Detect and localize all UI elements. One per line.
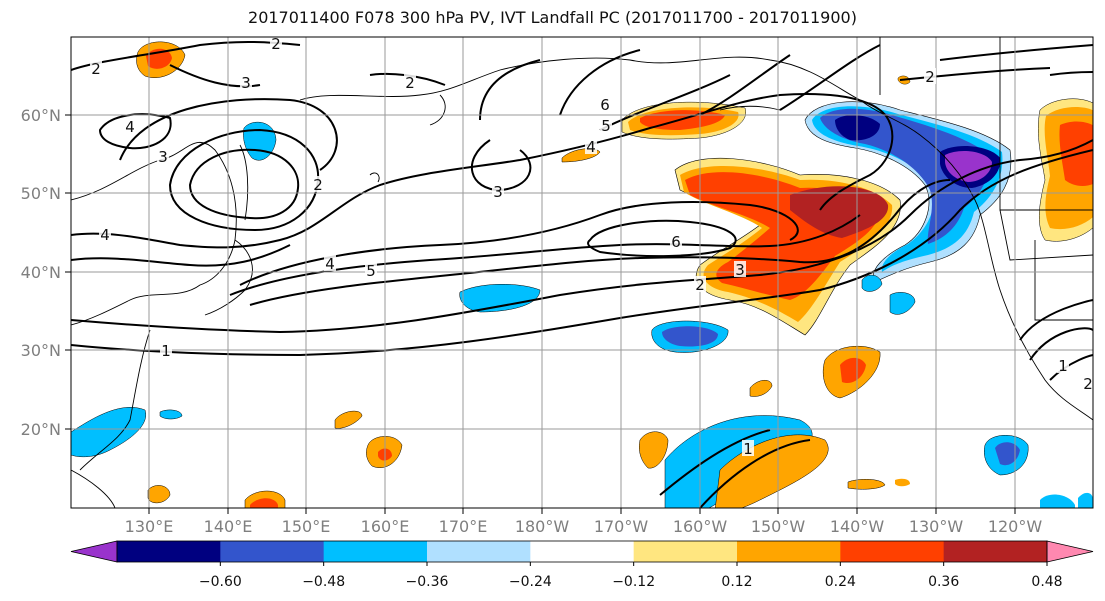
lon-label: 130°E <box>125 517 174 536</box>
lat-label: 50°N <box>21 184 61 203</box>
colorbar-tick-label: −0.48 <box>302 574 345 590</box>
colorbar-band <box>530 541 635 562</box>
lat-label: 60°N <box>21 106 61 125</box>
contour-label-bg <box>90 60 102 76</box>
contour-label-bg <box>240 74 252 90</box>
lon-label: 140°W <box>830 517 885 536</box>
lon-label: 140°E <box>204 517 253 536</box>
contour-label-bg <box>670 233 682 249</box>
lon-label: 120°W <box>988 517 1043 536</box>
contour-label-bg <box>324 255 336 271</box>
contour-label: 2 <box>405 74 415 92</box>
lon-label: 170°E <box>439 517 488 536</box>
contour-label-bg <box>734 261 746 277</box>
contour-label-bg <box>694 276 706 292</box>
contour-label-bg <box>1057 357 1069 373</box>
lon-label: 150°W <box>751 517 806 536</box>
colorbar-ticks: −0.60 −0.48 −0.36 −0.24 −0.12 0.12 0.24 0.36 0.4… <box>199 562 1063 590</box>
lat-label: 30°N <box>21 341 61 360</box>
contour-label: 3 <box>158 148 168 166</box>
colorbar-band <box>633 541 738 562</box>
contour-label: 2 <box>1083 375 1093 393</box>
colorbar-tick-label: 0.48 <box>1031 574 1062 590</box>
colorbar-tick-label: 0.36 <box>928 574 959 590</box>
colorbar-band <box>117 541 221 562</box>
contour-label: 6 <box>671 233 681 251</box>
lon-label: 160°E <box>361 517 410 536</box>
map-title: 2017011400 F078 300 hPa PV, IVT Landfall… <box>248 8 857 27</box>
contour-label: 2 <box>925 68 935 86</box>
contour-label-bg <box>124 118 136 134</box>
contour-label-bg <box>99 226 111 242</box>
lon-label: 150°E <box>282 517 331 536</box>
colorbar-extend-high <box>1046 540 1094 563</box>
colorbar-tick-label: 0.12 <box>721 574 752 590</box>
colorbar-band <box>840 541 945 562</box>
colorbar-tick-label: −0.24 <box>509 574 552 590</box>
contour-label: 5 <box>601 117 611 135</box>
contour-label: 2 <box>313 176 323 194</box>
contour-label: 5 <box>366 262 376 280</box>
lon-label: 130°W <box>909 517 964 536</box>
lon-label: 180°W <box>515 517 570 536</box>
contour-label: 2 <box>91 60 101 78</box>
colorbar-tick-label: −0.36 <box>406 574 449 590</box>
colorbar-tick-label: −0.60 <box>199 574 242 590</box>
contour-label-bg <box>157 148 169 164</box>
contour-label-bg <box>160 342 172 358</box>
colorbar-tick-label: 0.24 <box>825 574 856 590</box>
graticule <box>71 37 1093 508</box>
contour-label-bg <box>924 68 936 84</box>
contour-label-bg <box>599 96 611 112</box>
contour-label: 4 <box>100 226 110 244</box>
colorbar-band <box>737 541 841 562</box>
contour-label-bg <box>492 183 504 199</box>
contour-label: 4 <box>325 255 335 273</box>
colorbar-extend-low <box>70 540 118 563</box>
contour-label: 2 <box>695 276 705 294</box>
contour-label: 3 <box>241 74 251 92</box>
colorbar-band <box>943 541 1048 562</box>
contour-label-bg <box>312 176 324 192</box>
contour-label: 6 <box>600 96 610 114</box>
lon-label: 160°W <box>673 517 728 536</box>
contour-label: 3 <box>493 183 503 201</box>
contour-label: 4 <box>125 118 135 136</box>
colorbar-band <box>220 541 325 562</box>
colorbar-band <box>323 541 428 562</box>
contour-label: 1 <box>161 342 171 360</box>
contour-label: 3 <box>735 261 745 279</box>
contour-label: 1 <box>743 440 753 458</box>
latitude-labels: 60°N 50°N 40°N 30°N 20°N <box>21 106 71 439</box>
colorbar-tick-label: −0.12 <box>612 574 655 590</box>
contour-label: 1 <box>1058 357 1068 375</box>
contour-label-bg <box>404 74 416 90</box>
contour-label-bg <box>270 35 282 51</box>
contour-label-bg <box>585 138 597 154</box>
contour-label: 2 <box>271 35 281 53</box>
colorbar-band <box>427 541 531 562</box>
colorbar-segments <box>70 540 1094 563</box>
contour-label-bg <box>1082 375 1094 391</box>
contour-label: 4 <box>586 138 596 156</box>
contour-label-bg <box>742 440 754 456</box>
contour-label-bg <box>365 262 377 278</box>
colorbar-frame <box>116 540 1048 563</box>
longitude-labels: 130°E 140°E 150°E 160°E 170°E 180°W 170°W 160°W… <box>125 508 1043 536</box>
lat-label: 40°N <box>21 263 61 282</box>
contour-label-bg <box>600 117 612 133</box>
lat-label: 20°N <box>21 420 61 439</box>
lon-label: 170°W <box>594 517 649 536</box>
